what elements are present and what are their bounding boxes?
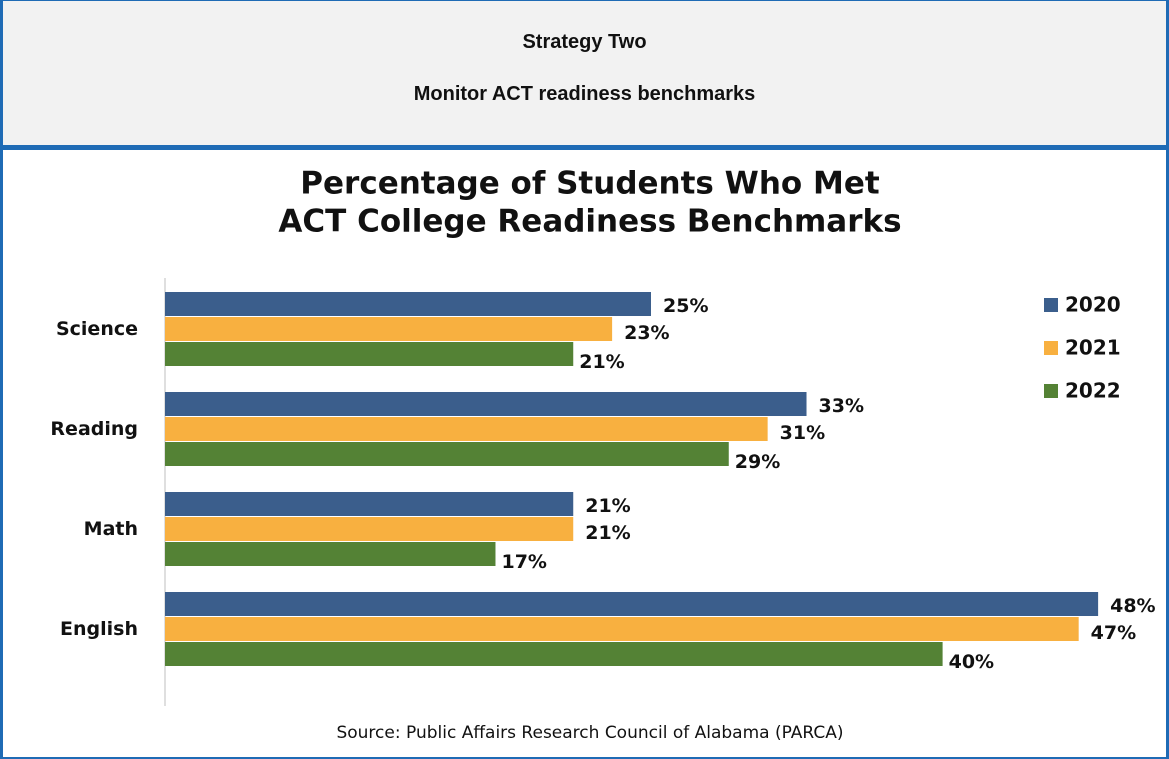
bar	[165, 317, 613, 341]
chart-title: Percentage of Students Who Met	[300, 166, 880, 202]
header: Strategy Two Monitor ACT readiness bench…	[3, 1, 1166, 150]
value-label: 25%	[663, 295, 708, 317]
value-label: 23%	[624, 322, 669, 344]
bar	[165, 292, 651, 316]
legend-swatch	[1044, 341, 1058, 355]
bar	[165, 442, 729, 466]
value-label: 21%	[585, 495, 630, 517]
header-subtitle: Monitor ACT readiness benchmarks	[413, 83, 756, 105]
source: Source: Public Affairs Research Council …	[336, 723, 843, 743]
bar	[165, 642, 943, 666]
bar	[165, 392, 807, 416]
legend-label: 2021	[1065, 336, 1121, 360]
value-label: 21%	[579, 351, 624, 373]
category-label: Math	[84, 518, 138, 540]
value-label: 21%	[585, 522, 630, 544]
legend-label: 2020	[1065, 293, 1121, 317]
bar	[165, 592, 1099, 616]
bar	[165, 342, 574, 366]
bar	[165, 492, 574, 516]
value-label: 17%	[501, 551, 546, 573]
legend-swatch	[1044, 298, 1058, 312]
bar	[165, 517, 574, 541]
value-label: 31%	[780, 422, 825, 444]
category-label: English	[60, 618, 138, 640]
category-label: Science	[56, 318, 138, 340]
value-label: 40%	[949, 651, 994, 673]
value-label: 33%	[819, 395, 864, 417]
legend-swatch	[1044, 384, 1058, 398]
bar	[165, 417, 768, 441]
bar	[165, 617, 1079, 641]
legend-label: 2022	[1065, 379, 1121, 403]
category-label: Reading	[50, 418, 138, 440]
chart-title: ACT College Readiness Benchmarks	[278, 204, 901, 240]
value-label: 47%	[1091, 622, 1136, 644]
bar	[165, 542, 496, 566]
header-title: Strategy Two	[522, 31, 647, 53]
value-label: 29%	[735, 451, 780, 473]
value-label: 48%	[1110, 595, 1155, 617]
